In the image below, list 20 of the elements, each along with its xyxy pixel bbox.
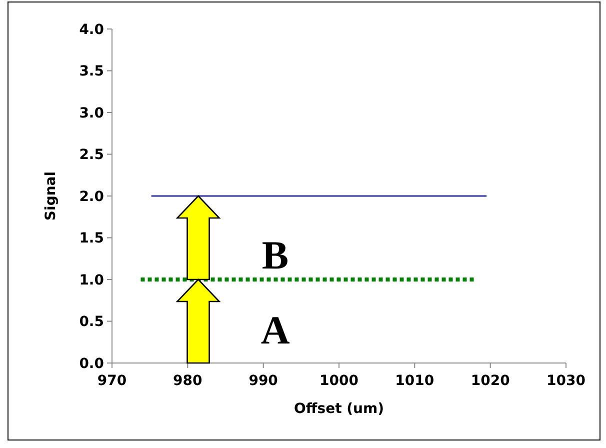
y-tick-label: 4.0 — [79, 22, 104, 38]
x-tick-label: 990 — [248, 373, 278, 389]
annotation: A — [260, 308, 290, 353]
x-axis-title: Offset (um) — [294, 401, 384, 417]
y-tick-label: 1.0 — [79, 272, 104, 288]
x-tick-label: 1030 — [546, 373, 586, 389]
x-tick-label: 980 — [173, 373, 203, 389]
y-tick-label: 2.0 — [79, 188, 104, 205]
y-axis-title: Signal — [43, 171, 59, 221]
y-tick-label: 1.5 — [79, 230, 104, 247]
y-tick-label: 2.5 — [79, 147, 104, 164]
x-tick-label: 1010 — [395, 373, 434, 389]
x-tick-label: 970 — [97, 373, 127, 389]
y-tick-label: 3.5 — [79, 64, 104, 80]
y-tick-label: 0.0 — [79, 356, 104, 372]
annotation: B — [262, 232, 289, 278]
y-tick-label: 3.0 — [79, 105, 104, 122]
x-tick-label: 1020 — [470, 373, 510, 389]
y-tick-label: 0.5 — [79, 314, 104, 330]
x-tick-label: 1000 — [320, 373, 359, 389]
